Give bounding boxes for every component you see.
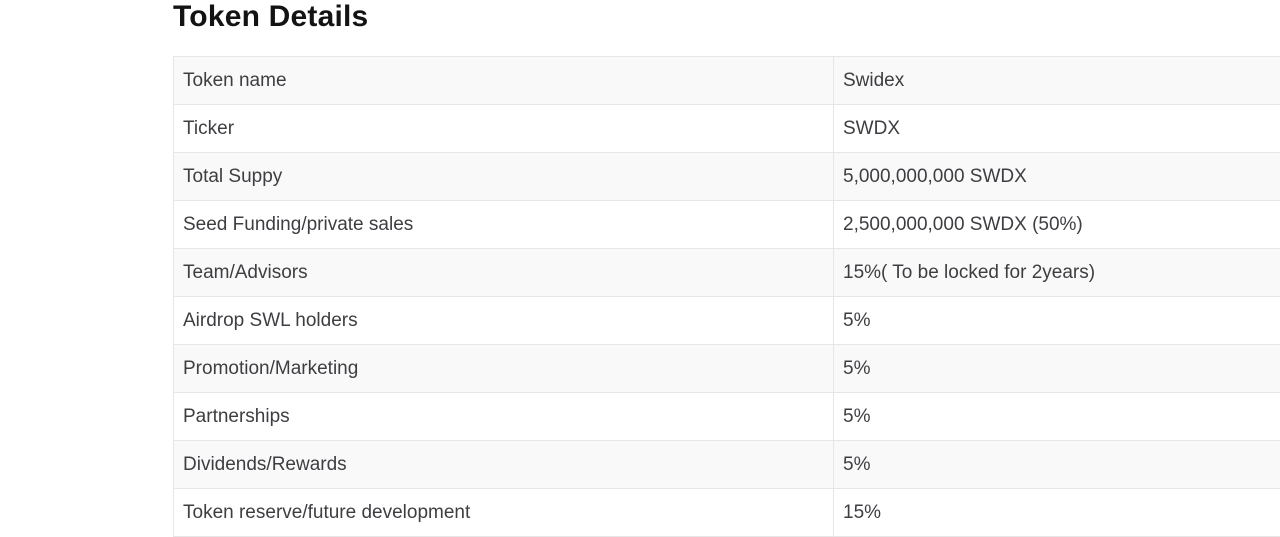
row-value: 5% bbox=[834, 345, 1280, 393]
table-row: Token name Swidex bbox=[174, 57, 1280, 105]
row-label: Ticker bbox=[174, 105, 834, 153]
row-label: Team/Advisors bbox=[174, 249, 834, 297]
row-label: Airdrop SWL holders bbox=[174, 297, 834, 345]
row-value: Swidex bbox=[834, 57, 1280, 105]
table-row: Token reserve/future development 15% bbox=[174, 489, 1280, 537]
row-label: Promotion/Marketing bbox=[174, 345, 834, 393]
table-row: Partnerships 5% bbox=[174, 393, 1280, 441]
row-label: Token reserve/future development bbox=[174, 489, 834, 537]
table-row: Total Suppy 5,000,000,000 SWDX bbox=[174, 153, 1280, 201]
row-label: Partnerships bbox=[174, 393, 834, 441]
table-row: Seed Funding/private sales 2,500,000,000… bbox=[174, 201, 1280, 249]
row-label: Seed Funding/private sales bbox=[174, 201, 834, 249]
row-value: 5,000,000,000 SWDX bbox=[834, 153, 1280, 201]
row-value: 15%( To be locked for 2years) bbox=[834, 249, 1280, 297]
row-value: 2,500,000,000 SWDX (50%) bbox=[834, 201, 1280, 249]
row-value: 5% bbox=[834, 297, 1280, 345]
page-title: Token Details bbox=[173, 0, 1280, 34]
table-row: Ticker SWDX bbox=[174, 105, 1280, 153]
row-value: SWDX bbox=[834, 105, 1280, 153]
row-value: 15% bbox=[834, 489, 1280, 537]
token-details-table: Token name Swidex Ticker SWDX Total Supp… bbox=[173, 56, 1280, 537]
table-row: Promotion/Marketing 5% bbox=[174, 345, 1280, 393]
row-label: Total Suppy bbox=[174, 153, 834, 201]
row-label: Token name bbox=[174, 57, 834, 105]
row-label: Dividends/Rewards bbox=[174, 441, 834, 489]
row-value: 5% bbox=[834, 393, 1280, 441]
row-value: 5% bbox=[834, 441, 1280, 489]
table-row: Airdrop SWL holders 5% bbox=[174, 297, 1280, 345]
table-row: Team/Advisors 15%( To be locked for 2yea… bbox=[174, 249, 1280, 297]
table-row: Dividends/Rewards 5% bbox=[174, 441, 1280, 489]
